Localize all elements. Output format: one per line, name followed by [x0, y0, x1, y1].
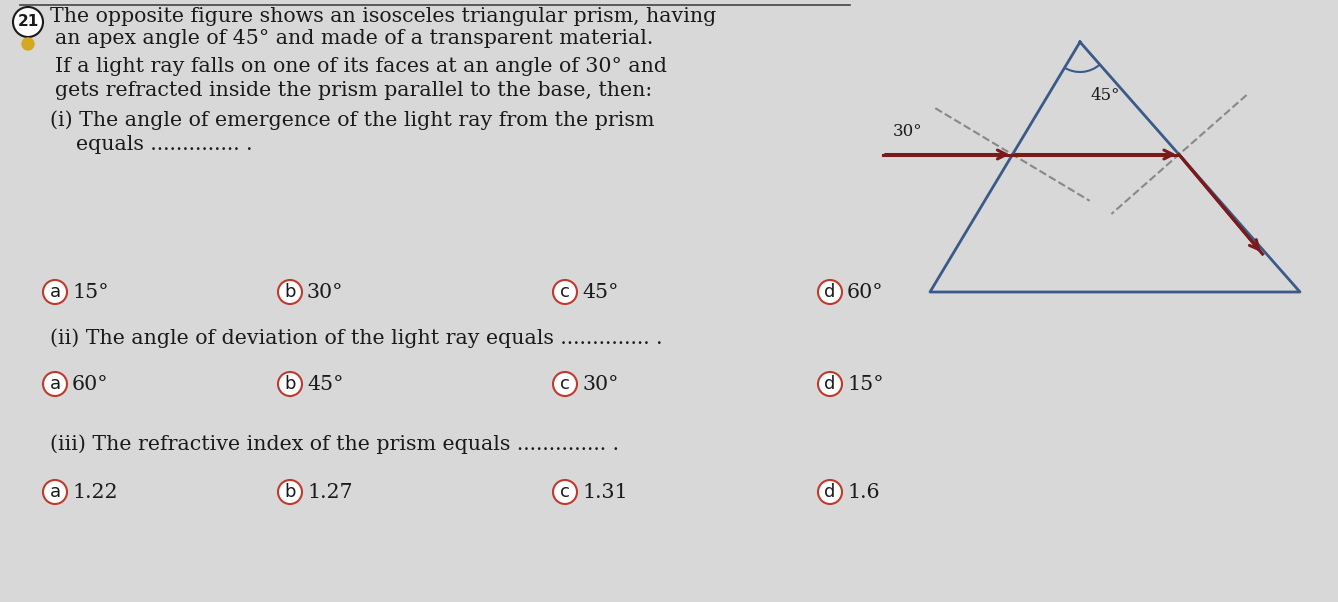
Text: 60°: 60° [847, 282, 883, 302]
Text: 21: 21 [17, 14, 39, 29]
Circle shape [278, 372, 302, 396]
Circle shape [553, 480, 577, 504]
Text: 45°: 45° [582, 282, 618, 302]
Text: an apex angle of 45° and made of a transparent material.: an apex angle of 45° and made of a trans… [55, 29, 653, 49]
Text: 30°: 30° [582, 374, 618, 394]
Text: (iii) The refractive index of the prism equals .............. .: (iii) The refractive index of the prism … [50, 434, 619, 454]
Text: 30°: 30° [892, 123, 922, 140]
Text: c: c [561, 375, 570, 393]
Text: The opposite figure shows an isosceles triangular prism, having: The opposite figure shows an isosceles t… [50, 7, 716, 26]
Text: gets refracted inside the prism parallel to the base, then:: gets refracted inside the prism parallel… [55, 81, 652, 101]
Circle shape [818, 480, 842, 504]
Text: b: b [284, 283, 296, 301]
Text: 45°: 45° [306, 374, 344, 394]
Circle shape [43, 280, 67, 304]
Text: d: d [824, 375, 836, 393]
Circle shape [553, 372, 577, 396]
Text: (i) The angle of emergence of the light ray from the prism: (i) The angle of emergence of the light … [50, 110, 654, 130]
Circle shape [43, 480, 67, 504]
Text: (ii) The angle of deviation of the light ray equals .............. .: (ii) The angle of deviation of the light… [50, 328, 662, 348]
Text: 15°: 15° [847, 374, 883, 394]
Circle shape [818, 280, 842, 304]
Text: 1.27: 1.27 [306, 482, 352, 501]
Circle shape [278, 280, 302, 304]
Circle shape [21, 38, 33, 50]
Circle shape [13, 7, 43, 37]
Circle shape [818, 372, 842, 396]
Text: 60°: 60° [72, 374, 108, 394]
Text: c: c [561, 283, 570, 301]
Text: 30°: 30° [306, 282, 344, 302]
Text: 1.6: 1.6 [847, 482, 879, 501]
Text: a: a [50, 283, 60, 301]
Text: d: d [824, 283, 836, 301]
Text: 45°: 45° [1090, 87, 1120, 104]
Circle shape [278, 480, 302, 504]
Text: a: a [50, 375, 60, 393]
Circle shape [43, 372, 67, 396]
Text: c: c [561, 483, 570, 501]
Circle shape [553, 280, 577, 304]
Text: 1.22: 1.22 [72, 482, 118, 501]
Text: equals .............. .: equals .............. . [50, 134, 253, 154]
Text: 15°: 15° [72, 282, 108, 302]
Text: b: b [284, 483, 296, 501]
Text: If a light ray falls on one of its faces at an angle of 30° and: If a light ray falls on one of its faces… [55, 58, 668, 76]
Text: b: b [284, 375, 296, 393]
Text: a: a [50, 483, 60, 501]
Text: 1.31: 1.31 [582, 482, 628, 501]
Text: d: d [824, 483, 836, 501]
